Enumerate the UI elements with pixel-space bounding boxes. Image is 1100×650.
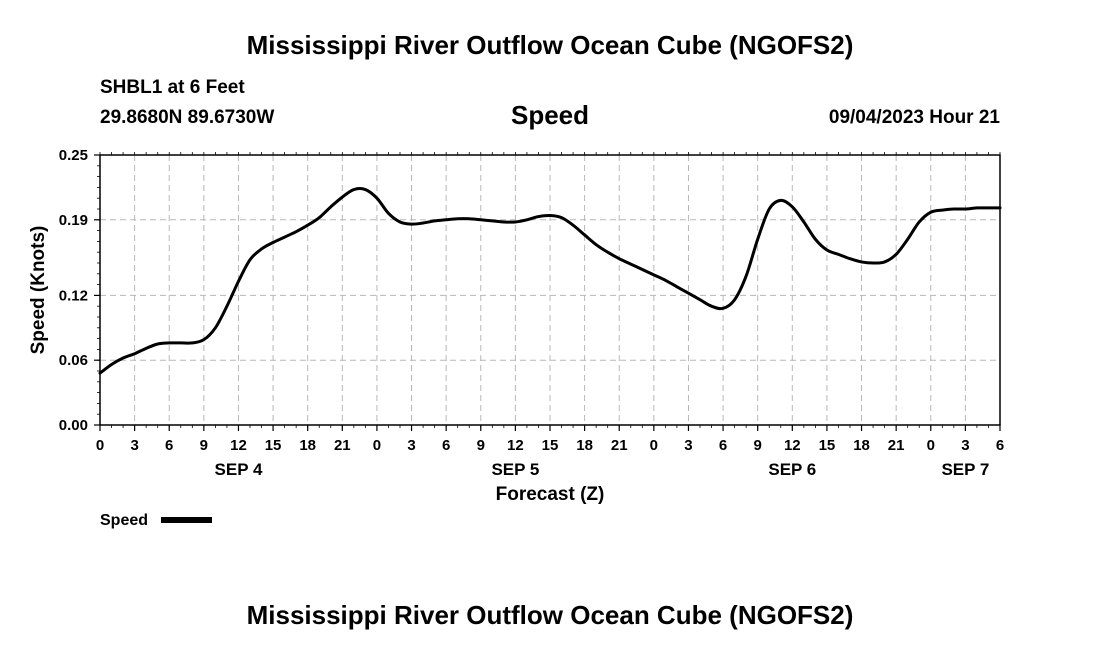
x-tick-label: 21 bbox=[888, 437, 905, 454]
x-tick-label: 18 bbox=[853, 437, 870, 454]
x-tick-label: 3 bbox=[130, 437, 138, 454]
x-tick-label: 15 bbox=[819, 437, 836, 454]
x-axis-label: Forecast (Z) bbox=[496, 484, 605, 505]
plot-frame bbox=[99, 154, 1001, 426]
chart-title-top: Mississippi River Outflow Ocean Cube (NG… bbox=[246, 30, 854, 60]
x-tick-label: 6 bbox=[719, 437, 727, 454]
x-tick-label: 9 bbox=[200, 437, 208, 454]
plot-title: Speed bbox=[510, 100, 590, 130]
y-tick-label: 0.19 bbox=[59, 212, 88, 229]
date-label: SEP 4 bbox=[215, 460, 263, 479]
date-label: SEP 6 bbox=[768, 460, 816, 479]
x-tick-label: 18 bbox=[576, 437, 593, 454]
y-tick-label: 0.06 bbox=[59, 352, 88, 369]
x-tick-label: 21 bbox=[611, 437, 628, 454]
legend-label: Speed bbox=[100, 512, 148, 529]
y-tick-label: 0.12 bbox=[59, 287, 88, 304]
speed-series-line bbox=[98, 187, 1002, 375]
coordinates-label: 29.8680N 89.6730W bbox=[100, 107, 275, 128]
x-tick-label: 0 bbox=[927, 437, 935, 454]
x-tick-label: 3 bbox=[961, 437, 969, 454]
x-tick-label: 3 bbox=[684, 437, 692, 454]
x-tick-label: 0 bbox=[373, 437, 381, 454]
x-tick-label: 9 bbox=[477, 437, 485, 454]
x-tick-label: 0 bbox=[650, 437, 658, 454]
x-tick-label: 12 bbox=[507, 437, 524, 454]
x-tick-label: 6 bbox=[165, 437, 173, 454]
x-tick-label: 12 bbox=[230, 437, 247, 454]
x-tick-label: 6 bbox=[996, 437, 1004, 454]
x-tick-label: 0 bbox=[96, 437, 104, 454]
x-tick-label: 21 bbox=[334, 437, 351, 454]
station-label: SHBL1 at 6 Feet bbox=[100, 77, 245, 98]
y-tick-label: 0.25 bbox=[59, 147, 88, 164]
x-tick-label: 18 bbox=[299, 437, 316, 454]
chart-title-bottom: Mississippi River Outflow Ocean Cube (NG… bbox=[246, 600, 854, 630]
y-axis-label: Speed (Knots) bbox=[28, 226, 49, 355]
x-tick-label: 12 bbox=[784, 437, 801, 454]
x-tick-label: 15 bbox=[542, 437, 559, 454]
date-label: SEP 7 bbox=[941, 460, 989, 479]
timestamp-label: 09/04/2023 Hour 21 bbox=[828, 107, 1000, 128]
x-tick-label: 9 bbox=[754, 437, 762, 454]
date-label: SEP 5 bbox=[491, 460, 539, 479]
x-tick-label: 15 bbox=[265, 437, 282, 454]
y-tick-label: 0.00 bbox=[59, 417, 88, 434]
x-tick-label: 6 bbox=[442, 437, 450, 454]
x-tick-label: 3 bbox=[407, 437, 415, 454]
